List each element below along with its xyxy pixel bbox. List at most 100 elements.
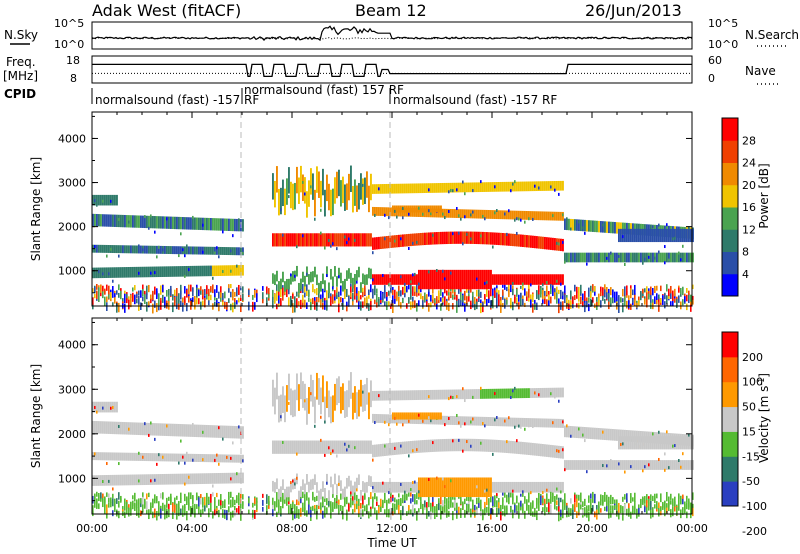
power-cell	[312, 233, 314, 247]
power-cell	[166, 217, 168, 221]
power-cell	[620, 298, 622, 303]
velocity-cell	[516, 417, 518, 427]
power-cell	[388, 235, 390, 249]
power-cell	[338, 296, 340, 304]
velocity-cell	[234, 510, 236, 517]
power-cell	[374, 285, 376, 296]
velocity-cell	[416, 511, 418, 521]
velocity-cell	[98, 503, 100, 509]
power-cell	[578, 220, 580, 224]
velocity-cell	[522, 490, 524, 494]
velocity-cell	[184, 461, 186, 465]
velocity-cell	[646, 500, 648, 508]
velocity-cell	[98, 401, 100, 413]
velocity-cell	[376, 481, 378, 493]
velocity-cell	[464, 389, 466, 400]
power-cell	[514, 180, 516, 184]
velocity-cell	[664, 468, 666, 472]
velocity-cell	[448, 503, 450, 510]
power-cell	[390, 274, 392, 285]
velocity-cell	[446, 509, 448, 518]
power-cell	[324, 300, 326, 310]
velocity-cell	[576, 426, 578, 439]
x-tick-label: 12:00	[376, 522, 408, 535]
power-cell	[376, 288, 378, 294]
velocity-cell	[450, 415, 452, 425]
power-cell	[302, 294, 304, 303]
power-cell	[532, 274, 534, 285]
power-cell	[100, 214, 102, 227]
velocity-cell	[282, 386, 284, 414]
velocity-cell	[308, 505, 310, 514]
velocity-cell	[220, 472, 222, 484]
power-cell	[262, 292, 264, 301]
power-cell	[564, 285, 566, 296]
velocity-cell	[618, 462, 620, 466]
power-cell	[428, 183, 430, 193]
power-cell	[584, 231, 586, 235]
velocity-cell	[376, 496, 378, 502]
power-cell	[154, 271, 156, 275]
velocity-cell	[538, 481, 540, 493]
velocity-cell	[452, 389, 454, 400]
power-cell	[284, 188, 286, 216]
power-cell	[604, 284, 606, 295]
velocity-cell	[662, 503, 664, 510]
power-cell	[524, 220, 526, 224]
power-cell	[514, 233, 516, 247]
velocity-cell	[594, 493, 596, 504]
power-cell	[424, 183, 426, 194]
power-cell	[464, 290, 466, 301]
velocity-cell	[622, 496, 624, 502]
power-cell	[240, 265, 242, 276]
power-cell	[528, 235, 530, 248]
velocity-cell	[166, 473, 168, 485]
power-cell	[138, 290, 140, 296]
power-cell	[594, 252, 596, 263]
velocity-cell	[112, 452, 114, 461]
velocity-cell	[542, 387, 544, 398]
velocity-cell	[472, 477, 474, 498]
velocity-cell	[484, 416, 486, 426]
power-cell	[300, 299, 302, 309]
velocity-cell	[396, 499, 398, 508]
power-cell	[238, 284, 240, 295]
power-cell	[206, 292, 208, 300]
power-cell	[546, 237, 548, 250]
velocity-cell	[206, 492, 208, 501]
power-cell	[378, 298, 380, 307]
power-cell	[398, 290, 400, 297]
velocity-cell	[124, 511, 126, 518]
power-cell	[338, 169, 340, 197]
velocity-cell	[522, 506, 524, 511]
velocity-cell	[604, 492, 606, 502]
velocity-cell	[620, 429, 622, 442]
power-cell	[308, 180, 310, 207]
power-cell	[304, 275, 306, 287]
velocity-cell	[592, 493, 594, 503]
power-cell	[208, 300, 210, 306]
power-cell	[354, 295, 356, 300]
power-cell	[216, 246, 218, 250]
power-cell	[224, 265, 226, 276]
power-cell	[528, 288, 530, 298]
velocity-cell	[96, 498, 98, 508]
velocity-cell	[278, 395, 280, 423]
power-cell	[544, 236, 546, 250]
power-cell	[216, 218, 218, 231]
power-cell	[430, 205, 432, 213]
velocity-cell	[316, 440, 318, 454]
y-tick-label: 2000	[58, 428, 86, 441]
power-cell	[444, 182, 446, 193]
velocity-cell	[396, 412, 398, 420]
power-cell	[468, 293, 470, 297]
velocity-cell	[382, 501, 384, 508]
power-cell	[200, 265, 202, 277]
velocity-cell	[552, 421, 554, 425]
velocity-cell	[432, 412, 434, 420]
power-cell	[142, 248, 144, 252]
velocity-cell	[520, 388, 522, 399]
power-cell	[398, 274, 400, 285]
velocity-cell	[622, 510, 624, 521]
velocity-cell	[214, 501, 216, 511]
